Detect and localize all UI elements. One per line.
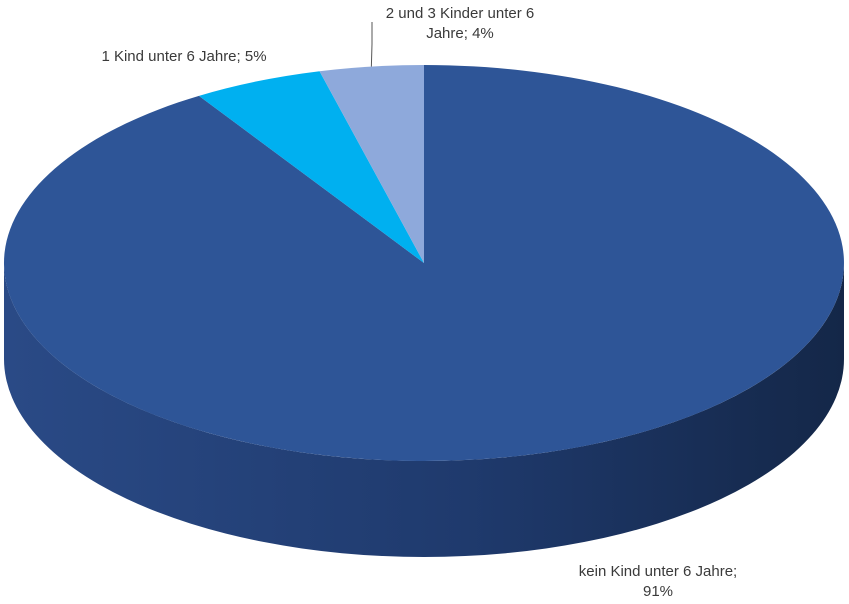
pie-slice-2-3-kinder	[319, 65, 424, 263]
data-label-kein-kind: kein Kind unter 6 Jahre; 91%	[548, 562, 768, 602]
data-label-kein-kind-line2: 91%	[642, 583, 674, 600]
data-label-2-3-kinder: 2 und 3 Kinder unter 6 Jahre; 4%	[350, 4, 570, 44]
data-label-1-kind: 1 Kind unter 6 Jahre; 5%	[64, 47, 304, 67]
leader-lines	[370, 22, 373, 67]
pie-slice-kein-kind	[3, 65, 844, 461]
data-label-2-3-kinder-line2: Jahre; 4%	[426, 25, 494, 42]
data-label-2-3-kinder-line1: 2 und 3 Kinder unter 6	[385, 5, 535, 22]
pie-sides	[4, 263, 844, 557]
pie-side-kein-kind	[4, 263, 844, 557]
pie-slice-1-kind	[198, 71, 424, 263]
data-label-kein-kind-line1: kein Kind unter 6 Jahre;	[578, 563, 738, 580]
data-label-1-kind-line1: 1 Kind unter 6 Jahre; 5%	[101, 48, 267, 65]
leader-line-2-3-kinder	[370, 22, 373, 67]
pie-slices	[3, 65, 844, 461]
